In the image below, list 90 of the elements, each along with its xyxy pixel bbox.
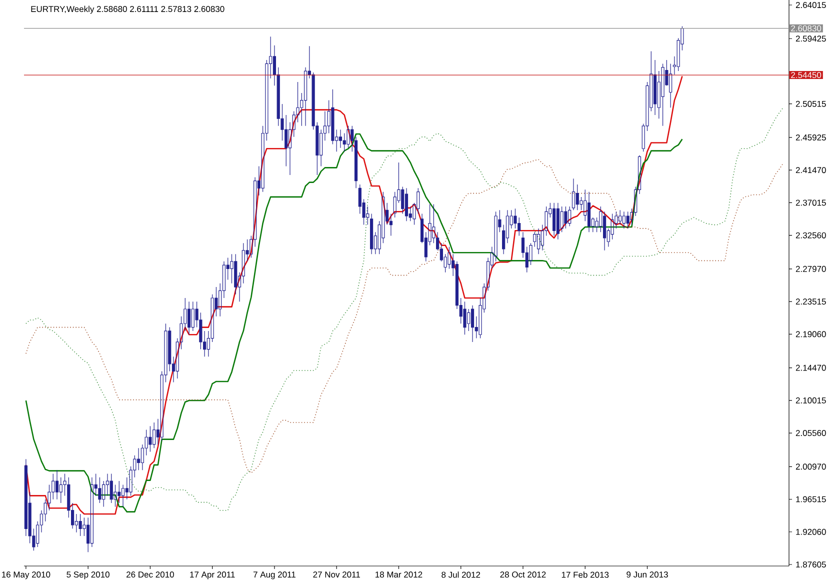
candlestick bbox=[152, 422, 156, 448]
candlestick bbox=[618, 210, 622, 226]
y-tick-label: 2.00970 bbox=[796, 464, 826, 470]
x-tick-label: 16 May 2010 bbox=[2, 572, 50, 580]
candlestick bbox=[556, 202, 560, 240]
candlestick bbox=[536, 228, 540, 254]
candlestick bbox=[114, 484, 117, 507]
candlestick bbox=[370, 214, 374, 254]
x-tick-label: 28 Oct 2012 bbox=[500, 572, 546, 578]
y-tick-label: 2.37015 bbox=[796, 200, 826, 206]
candlestick bbox=[338, 129, 342, 148]
candlestick bbox=[55, 470, 59, 500]
candlestick bbox=[187, 301, 191, 335]
ref-line-label: 2.60830 bbox=[791, 25, 822, 32]
candlestick bbox=[463, 301, 466, 335]
candlestick bbox=[389, 214, 393, 236]
y-tick-label: 2.32560 bbox=[796, 232, 826, 238]
candlestick bbox=[90, 477, 94, 548]
candlestick bbox=[657, 70, 660, 119]
y-tick-label: 1.92060 bbox=[796, 528, 826, 535]
candlestick bbox=[669, 63, 672, 108]
y-tick-label: 2.64015 bbox=[796, 2, 826, 8]
candlestick bbox=[366, 206, 370, 226]
candlestick bbox=[276, 67, 280, 126]
candlestick bbox=[653, 60, 657, 116]
candlestick bbox=[358, 184, 362, 214]
candlestick bbox=[168, 326, 172, 372]
y-tick-label: 1.96515 bbox=[796, 496, 826, 502]
candlestick bbox=[404, 188, 408, 222]
y-tick-label: 2.19060 bbox=[796, 331, 826, 338]
candlestick bbox=[514, 208, 517, 229]
x-tick-label: 7 Aug 2011 bbox=[253, 572, 296, 580]
x-tick-label: 17 Feb 2013 bbox=[562, 572, 609, 578]
y-tick-label: 2.05560 bbox=[796, 430, 826, 436]
y-tick-label: 2.45925 bbox=[796, 134, 826, 140]
candlestick bbox=[191, 301, 194, 332]
candlestick bbox=[74, 514, 78, 533]
candlestick bbox=[230, 254, 234, 284]
y-tick-label: 2.10015 bbox=[796, 397, 826, 404]
x-tick-label: 9 Jun 2013 bbox=[626, 572, 668, 578]
candlestick bbox=[102, 480, 106, 507]
candlestick bbox=[393, 192, 396, 218]
candlestick bbox=[661, 63, 664, 126]
candlestick bbox=[518, 217, 521, 236]
candlestick bbox=[448, 246, 451, 270]
candlestick bbox=[603, 211, 606, 251]
y-tick-label: 1.87605 bbox=[796, 561, 826, 568]
candlestick bbox=[622, 211, 626, 229]
candlestick bbox=[118, 480, 121, 504]
y-tick-label: 2.23515 bbox=[796, 298, 826, 305]
y-tick-label: 2.50515 bbox=[796, 100, 826, 107]
candlestick bbox=[564, 206, 568, 229]
y-tick-label: 2.27970 bbox=[796, 266, 826, 272]
candlestick bbox=[78, 514, 82, 536]
candlestick bbox=[467, 308, 470, 332]
candlestick bbox=[110, 473, 113, 504]
candlestick bbox=[342, 132, 346, 152]
candlestick bbox=[320, 129, 323, 167]
x-tick-label: 17 Apr 2011 bbox=[190, 572, 235, 580]
candlestick bbox=[576, 184, 579, 210]
ref-line-label: 2.54450 bbox=[791, 72, 822, 78]
text: EURTRY,Weekly 2.58680 2.61111 2.57813 2.60830 bbox=[31, 6, 224, 14]
x-tick-label: 18 Mar 2012 bbox=[376, 572, 422, 578]
candlestick bbox=[552, 202, 556, 236]
x-tick-label: 5 Sep 2010 bbox=[66, 572, 110, 580]
x-tick-label: 27 Nov 2011 bbox=[313, 572, 360, 578]
candlestick bbox=[272, 45, 276, 86]
y-tick-label: 2.41470 bbox=[796, 167, 826, 174]
candlestick bbox=[121, 484, 125, 507]
candlestick bbox=[52, 473, 55, 500]
candlestick bbox=[48, 484, 51, 511]
candlestick bbox=[626, 211, 630, 229]
candlestick bbox=[470, 305, 474, 342]
candlestick bbox=[98, 477, 102, 504]
candlestick bbox=[242, 242, 245, 284]
candlestick bbox=[137, 448, 140, 470]
candlestick bbox=[24, 458, 28, 536]
candlestick bbox=[59, 477, 62, 504]
candlestick bbox=[304, 67, 308, 126]
candlestick bbox=[148, 426, 152, 452]
candlestick bbox=[284, 114, 288, 167]
y-tick-label: 2.59425 bbox=[796, 36, 826, 42]
y-tick-label: 2.14470 bbox=[796, 364, 826, 371]
candlestick bbox=[587, 192, 591, 232]
candlestick bbox=[106, 473, 110, 496]
x-tick-label: 8 Jul 2012 bbox=[442, 572, 480, 578]
candlestick bbox=[234, 254, 238, 295]
candlestick bbox=[572, 178, 576, 210]
x-tick-label: 26 Dec 2010 bbox=[126, 572, 174, 578]
candlestick bbox=[331, 89, 334, 145]
